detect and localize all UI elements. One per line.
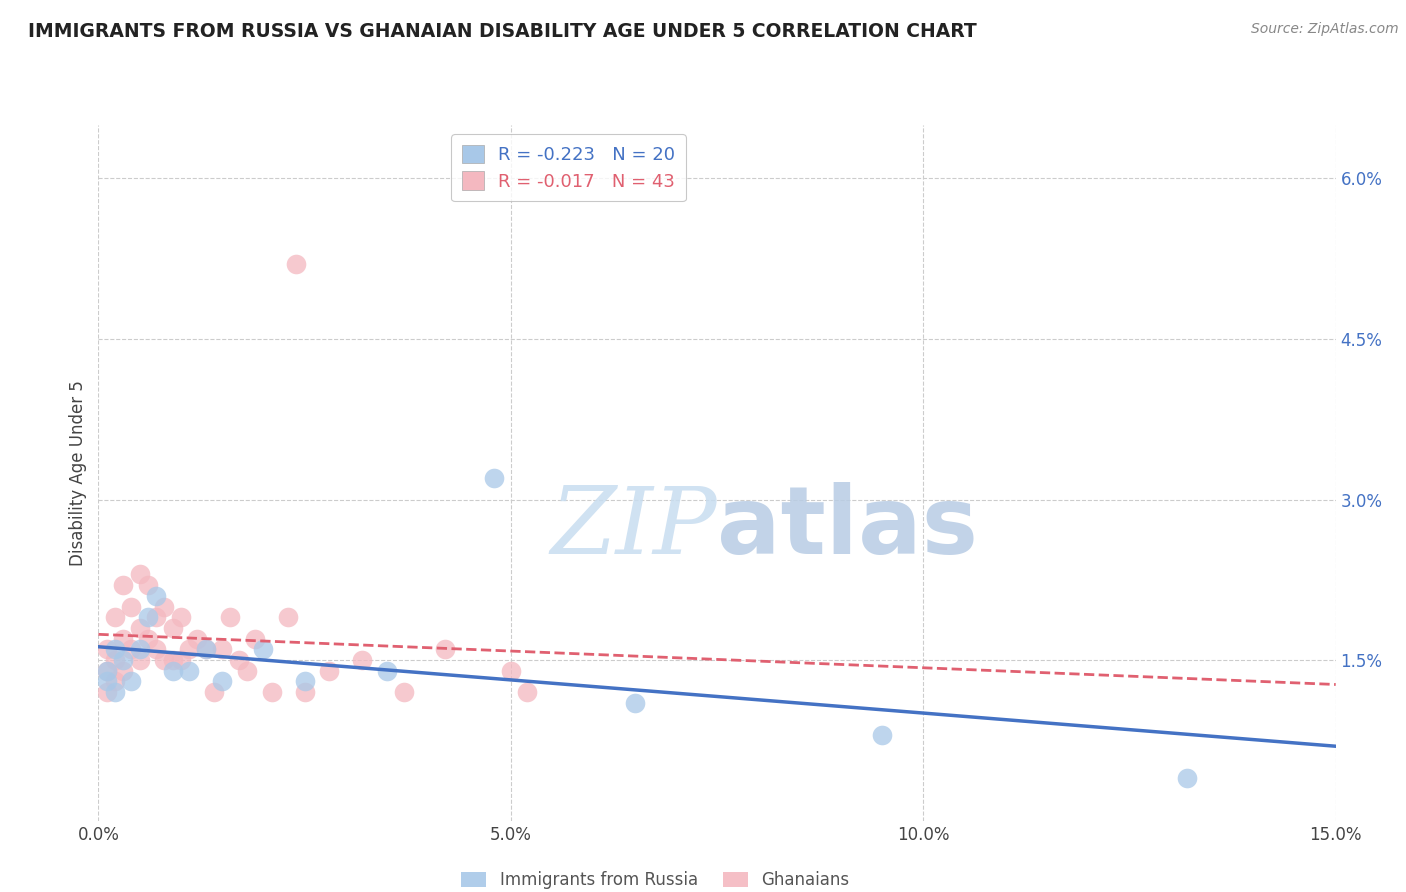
Point (433, 642, 456, 657)
Point (128, 653, 150, 667)
Point (145, 610, 167, 624)
Text: atlas: atlas (717, 483, 979, 574)
Point (112, 653, 135, 667)
Point (170, 610, 193, 624)
Point (375, 664, 398, 678)
Point (318, 664, 340, 678)
Point (96, 642, 118, 657)
Point (112, 578, 135, 592)
Point (243, 632, 266, 646)
Point (236, 664, 259, 678)
Point (136, 610, 159, 624)
Point (499, 664, 522, 678)
Point (153, 599, 176, 614)
Y-axis label: Disability Age Under 5: Disability Age Under 5 (69, 380, 87, 566)
Text: Source: ZipAtlas.com: Source: ZipAtlas.com (1251, 22, 1399, 37)
Point (179, 642, 201, 657)
Text: IMMIGRANTS FROM RUSSIA VS GHANAIAN DISABILITY AGE UNDER 5 CORRELATION CHART: IMMIGRANTS FROM RUSSIA VS GHANAIAN DISAB… (28, 22, 977, 41)
Point (162, 664, 184, 678)
Text: ZIP: ZIP (550, 483, 717, 574)
Point (484, 471, 506, 485)
Point (623, 696, 645, 710)
Point (170, 653, 193, 667)
Point (260, 685, 283, 699)
Point (128, 621, 150, 635)
Point (202, 685, 225, 699)
Point (136, 632, 159, 646)
Point (285, 257, 308, 271)
Point (162, 621, 184, 635)
Point (392, 685, 415, 699)
Point (96, 664, 118, 678)
Point (128, 642, 150, 657)
Point (153, 653, 176, 667)
Point (128, 567, 150, 582)
Point (294, 674, 316, 689)
Point (120, 674, 142, 689)
Point (104, 642, 127, 657)
Point (211, 642, 233, 657)
Point (145, 589, 167, 603)
Point (96, 664, 118, 678)
Point (179, 664, 201, 678)
Legend: Immigrants from Russia, Ghanaians: Immigrants from Russia, Ghanaians (454, 864, 856, 892)
Point (870, 728, 893, 742)
Point (194, 642, 217, 657)
Point (120, 599, 142, 614)
Point (136, 578, 159, 592)
Point (104, 674, 127, 689)
Point (104, 610, 127, 624)
Point (104, 653, 127, 667)
Point (219, 610, 242, 624)
Point (120, 642, 142, 657)
Point (96, 674, 118, 689)
Point (352, 653, 374, 667)
Point (112, 632, 135, 646)
Point (186, 632, 208, 646)
Point (96, 685, 118, 699)
Point (162, 653, 184, 667)
Point (194, 642, 217, 657)
Point (104, 685, 127, 699)
Point (1175, 771, 1198, 785)
Point (294, 685, 316, 699)
Point (516, 685, 538, 699)
Point (252, 642, 274, 657)
Point (228, 653, 250, 667)
Point (112, 664, 135, 678)
Point (277, 610, 299, 624)
Point (145, 642, 167, 657)
Point (211, 674, 233, 689)
